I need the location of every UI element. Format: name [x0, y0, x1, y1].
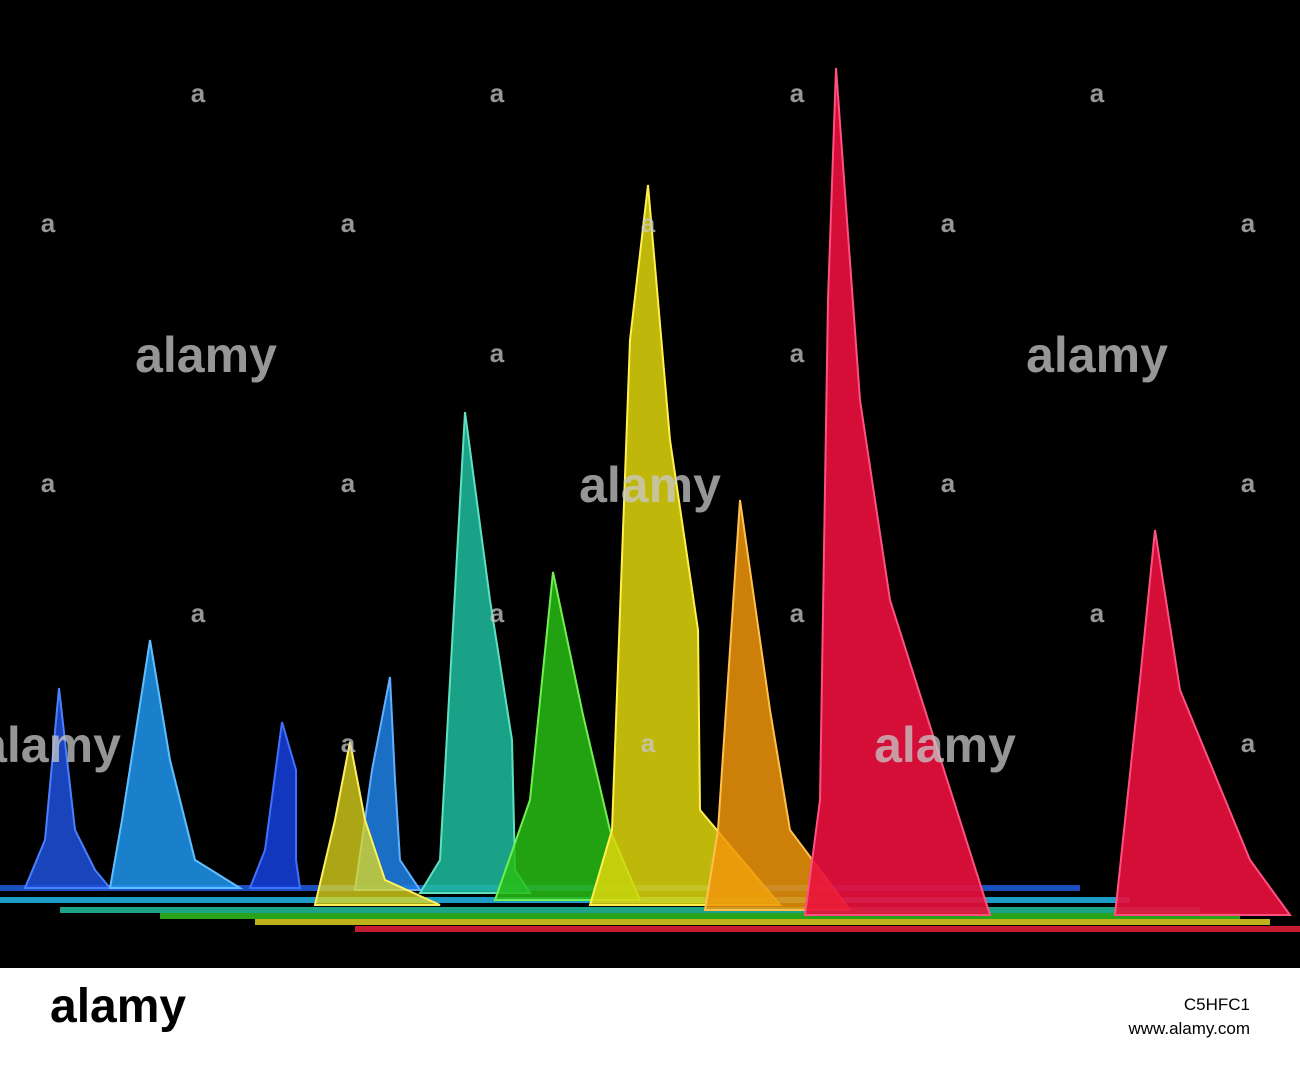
- watermark-logo: alamy: [0, 717, 121, 773]
- watermark: a a a a a a a a a a a a a a a a a a a a a a alamy alamy alamy ala…: [0, 78, 1256, 773]
- watermark-mark: a: [490, 598, 505, 628]
- watermark-mark: a: [790, 78, 805, 108]
- watermark-logo: alamy: [135, 327, 277, 383]
- image-id: C5HFC1: [1184, 995, 1250, 1014]
- watermark-mark: a: [1241, 728, 1256, 758]
- watermark-logo: alamy: [1026, 327, 1168, 383]
- watermark-mark: a: [941, 468, 956, 498]
- watermark-logo: alamy: [874, 717, 1016, 773]
- watermark-mark: a: [341, 728, 356, 758]
- watermark-mark: a: [191, 78, 206, 108]
- watermark-mark: a: [41, 208, 56, 238]
- watermark-mark: a: [191, 598, 206, 628]
- watermark-mark: a: [490, 78, 505, 108]
- watermark-mark: a: [1090, 78, 1105, 108]
- site-url: www.alamy.com: [1127, 1019, 1250, 1038]
- watermark-mark: a: [941, 208, 956, 238]
- footer-logo: alamy: [50, 980, 186, 1033]
- peaks: [23, 67, 1292, 916]
- watermark-mark: a: [1241, 208, 1256, 238]
- watermark-mark: a: [790, 338, 805, 368]
- watermark-mark: a: [490, 338, 505, 368]
- watermark-mark: a: [341, 468, 356, 498]
- watermark-mark: a: [41, 468, 56, 498]
- watermark-mark: a: [341, 208, 356, 238]
- watermark-logo: alamy: [579, 457, 721, 513]
- watermark-mark: a: [1090, 598, 1105, 628]
- watermark-mark: a: [641, 208, 656, 238]
- watermark-mark: a: [641, 728, 656, 758]
- watermark-mark: a: [790, 598, 805, 628]
- watermark-mark: a: [1241, 468, 1256, 498]
